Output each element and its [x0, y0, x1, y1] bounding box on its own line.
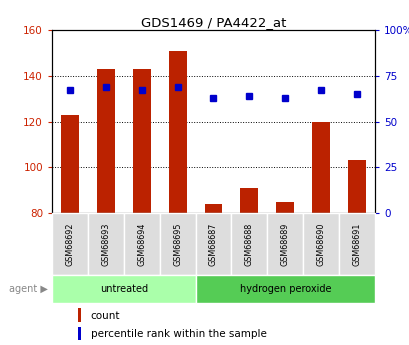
Bar	[240, 188, 258, 213]
Text: GSM68694: GSM68694	[137, 222, 146, 266]
Text: percentile rank within the sample: percentile rank within the sample	[90, 329, 266, 339]
Bar	[124, 213, 159, 275]
Bar	[159, 213, 195, 275]
Bar	[78, 308, 81, 322]
Text: untreated: untreated	[99, 284, 148, 294]
Bar	[88, 213, 124, 275]
Bar	[231, 213, 267, 275]
Bar	[133, 69, 151, 213]
Bar	[276, 201, 294, 213]
Bar	[311, 121, 329, 213]
Text: GSM68690: GSM68690	[316, 222, 325, 266]
Bar	[303, 213, 338, 275]
Text: GSM68691: GSM68691	[352, 222, 361, 266]
Bar	[52, 275, 195, 303]
Bar	[204, 204, 222, 213]
Bar	[97, 69, 115, 213]
Text: GSM68695: GSM68695	[173, 222, 182, 266]
Text: GSM68689: GSM68689	[280, 222, 289, 266]
Bar	[338, 213, 374, 275]
Bar	[195, 275, 374, 303]
Bar	[168, 51, 186, 213]
Bar	[61, 115, 79, 213]
Text: hydrogen peroxide: hydrogen peroxide	[239, 284, 330, 294]
Text: GSM68693: GSM68693	[101, 222, 110, 266]
Text: GSM68688: GSM68688	[244, 223, 253, 266]
Bar	[52, 213, 88, 275]
Bar	[267, 213, 303, 275]
Text: agent ▶: agent ▶	[9, 284, 48, 294]
Text: GSM68692: GSM68692	[65, 222, 74, 266]
Bar	[347, 160, 365, 213]
Bar	[78, 326, 81, 340]
Text: count: count	[90, 310, 120, 321]
Text: GSM68687: GSM68687	[209, 222, 218, 266]
Bar	[195, 213, 231, 275]
Title: GDS1469 / PA4422_at: GDS1469 / PA4422_at	[140, 16, 285, 29]
